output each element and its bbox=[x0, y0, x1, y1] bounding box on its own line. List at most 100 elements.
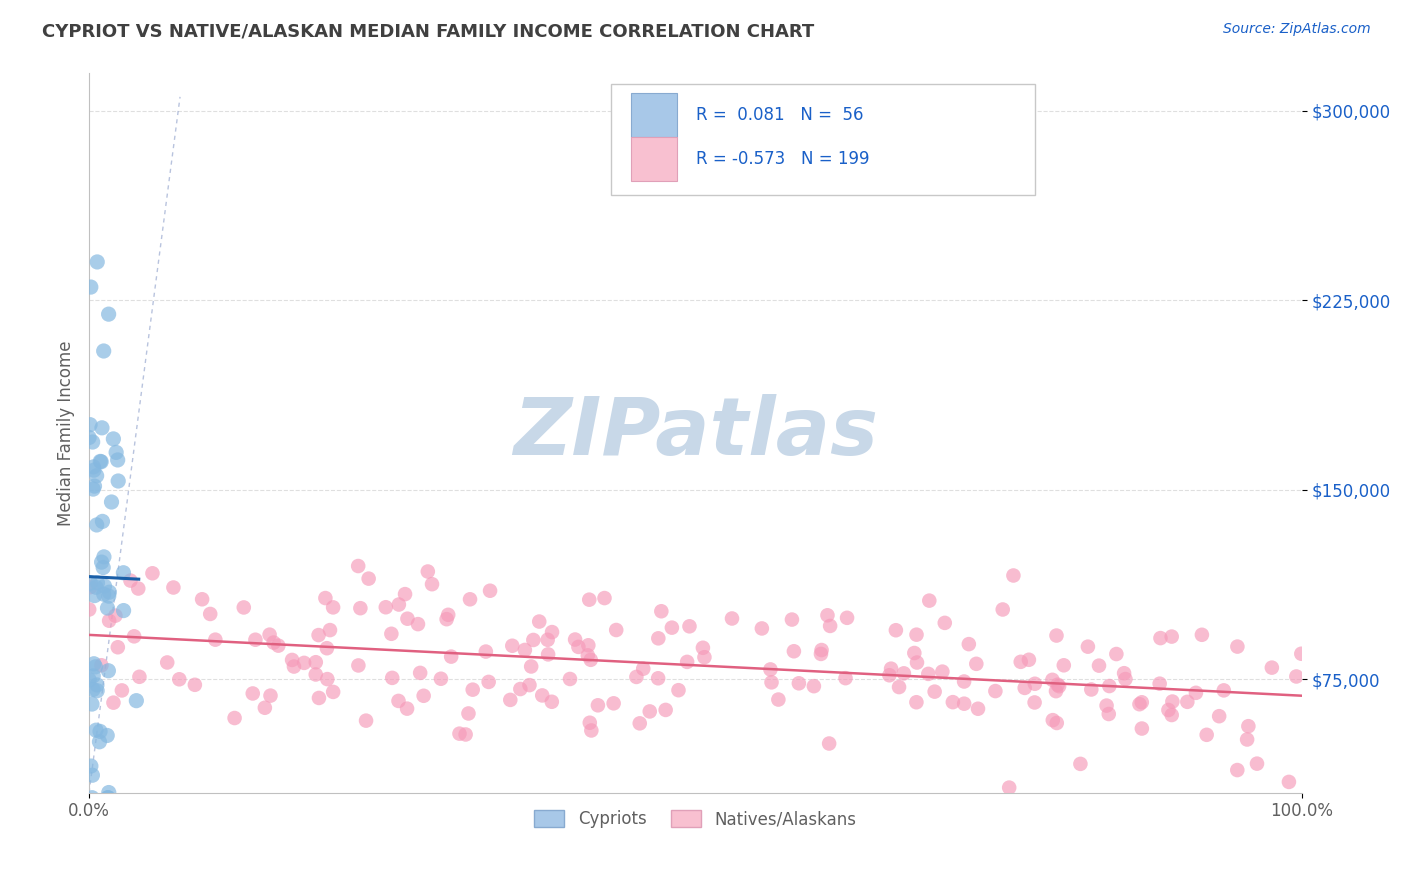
Text: ZIPatlas: ZIPatlas bbox=[513, 393, 879, 472]
Point bbox=[111, 683, 134, 698]
Point bbox=[1236, 732, 1258, 747]
Point bbox=[519, 678, 541, 692]
Point bbox=[478, 674, 501, 689]
Point bbox=[522, 632, 544, 647]
Point bbox=[314, 591, 336, 605]
Point bbox=[887, 680, 910, 694]
Y-axis label: Median Family Income: Median Family Income bbox=[58, 340, 75, 525]
Point bbox=[103, 432, 125, 446]
Point bbox=[204, 632, 226, 647]
Point bbox=[105, 445, 128, 459]
Point bbox=[412, 689, 434, 703]
Point bbox=[381, 671, 404, 685]
Point bbox=[942, 695, 965, 709]
Point bbox=[416, 565, 439, 579]
Point bbox=[91, 560, 114, 574]
Point bbox=[579, 653, 602, 667]
Point bbox=[112, 566, 135, 580]
Point bbox=[437, 607, 460, 622]
Point bbox=[322, 685, 344, 699]
Point bbox=[82, 459, 104, 474]
Point bbox=[420, 577, 443, 591]
Point bbox=[578, 715, 600, 730]
Point bbox=[558, 672, 581, 686]
Point bbox=[631, 662, 654, 676]
Point bbox=[605, 623, 627, 637]
Point bbox=[82, 768, 104, 782]
Point bbox=[1047, 679, 1070, 693]
Point bbox=[127, 582, 149, 596]
Point bbox=[1149, 676, 1171, 690]
FancyBboxPatch shape bbox=[631, 93, 678, 136]
Point bbox=[380, 627, 402, 641]
Point bbox=[319, 623, 342, 637]
Point bbox=[537, 632, 560, 647]
Point bbox=[96, 601, 118, 615]
Point bbox=[128, 670, 150, 684]
Point bbox=[1208, 709, 1230, 723]
Point bbox=[678, 619, 700, 633]
Point bbox=[107, 453, 129, 467]
Point bbox=[768, 692, 790, 706]
Point bbox=[80, 280, 103, 294]
Point bbox=[540, 695, 562, 709]
Point bbox=[97, 589, 120, 603]
Point bbox=[83, 463, 105, 477]
Point bbox=[316, 672, 339, 686]
Point bbox=[84, 580, 107, 594]
FancyBboxPatch shape bbox=[631, 137, 678, 181]
Point bbox=[1046, 678, 1069, 692]
Point bbox=[1114, 672, 1136, 686]
Point bbox=[97, 790, 120, 805]
Point bbox=[1161, 694, 1184, 708]
Point bbox=[347, 658, 370, 673]
Point bbox=[1212, 683, 1234, 698]
Point bbox=[567, 640, 589, 654]
Point bbox=[1077, 640, 1099, 654]
Point bbox=[676, 655, 699, 669]
Point bbox=[97, 786, 120, 800]
Point bbox=[224, 711, 246, 725]
Point bbox=[89, 724, 111, 739]
Point bbox=[626, 670, 648, 684]
Point bbox=[79, 576, 101, 591]
Point bbox=[628, 716, 651, 731]
Point bbox=[578, 592, 600, 607]
Point bbox=[82, 482, 104, 496]
Point bbox=[1042, 673, 1064, 687]
Point bbox=[817, 608, 839, 623]
Point bbox=[810, 647, 832, 661]
Point bbox=[905, 656, 928, 670]
Point bbox=[529, 615, 551, 629]
Point bbox=[396, 612, 419, 626]
Point bbox=[953, 697, 976, 711]
Point bbox=[91, 515, 114, 529]
Point bbox=[1105, 647, 1128, 661]
Point bbox=[259, 627, 281, 641]
Point bbox=[531, 689, 554, 703]
Point bbox=[283, 659, 305, 673]
Point bbox=[1045, 684, 1067, 698]
Point bbox=[93, 549, 115, 564]
Point bbox=[86, 468, 108, 483]
Text: Source: ZipAtlas.com: Source: ZipAtlas.com bbox=[1223, 22, 1371, 37]
Point bbox=[96, 729, 118, 743]
Point bbox=[263, 635, 285, 649]
Point bbox=[454, 727, 477, 741]
Point bbox=[245, 632, 267, 647]
Point bbox=[259, 689, 281, 703]
Point bbox=[253, 700, 276, 714]
Point bbox=[1069, 756, 1091, 771]
Point bbox=[93, 343, 115, 358]
Point bbox=[347, 559, 370, 574]
Point bbox=[97, 664, 120, 678]
Point bbox=[967, 702, 990, 716]
Point bbox=[650, 604, 672, 618]
Point bbox=[86, 255, 108, 269]
Point bbox=[396, 701, 419, 715]
Point bbox=[934, 615, 956, 630]
Point bbox=[191, 592, 214, 607]
Point bbox=[436, 612, 458, 626]
Point bbox=[581, 723, 603, 738]
Point bbox=[457, 706, 479, 721]
